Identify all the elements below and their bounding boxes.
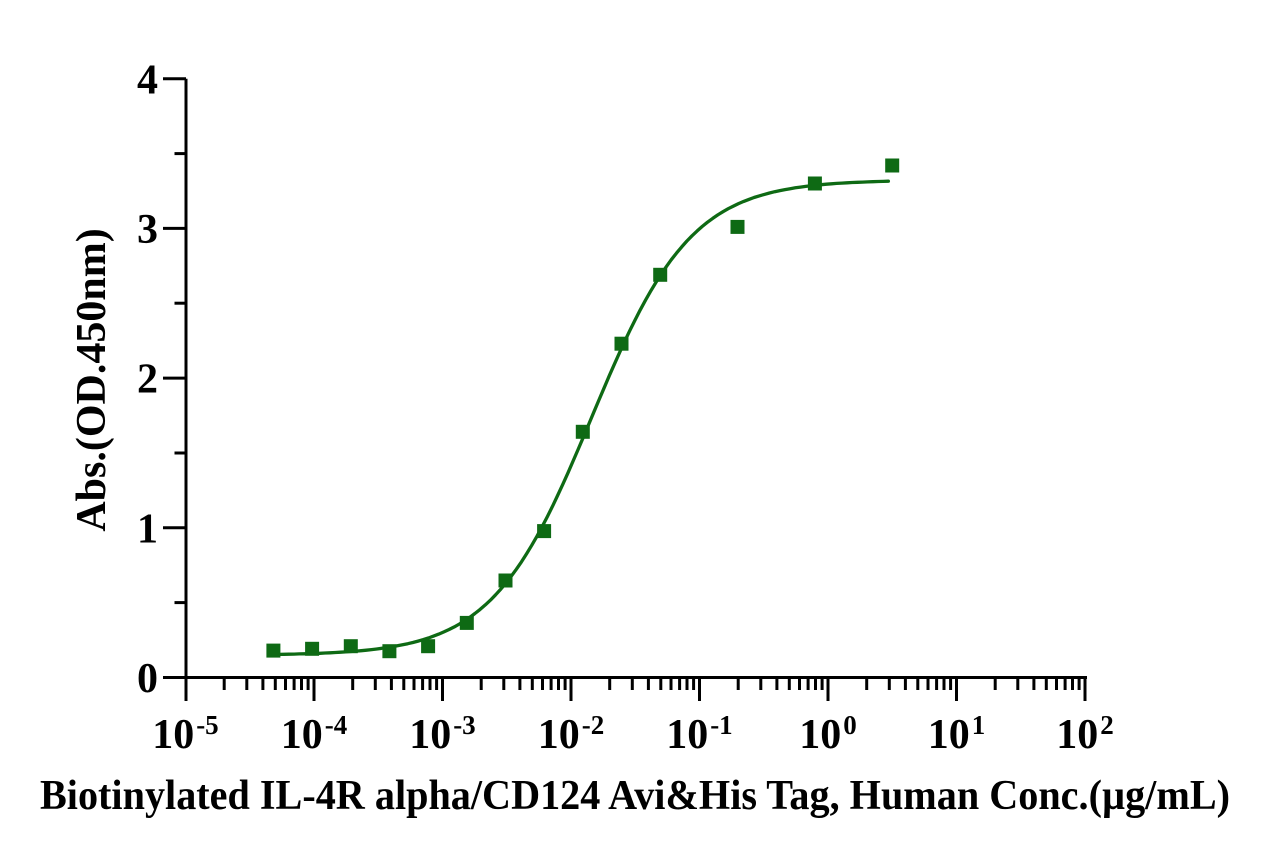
svg-text:1: 1 xyxy=(972,710,986,740)
svg-text:2: 2 xyxy=(1100,710,1114,740)
svg-text:-4: -4 xyxy=(325,710,348,740)
svg-text:2: 2 xyxy=(137,357,158,403)
svg-text:0: 0 xyxy=(137,656,158,702)
svg-text:10: 10 xyxy=(928,712,970,758)
svg-text:1: 1 xyxy=(137,506,158,552)
svg-text:-3: -3 xyxy=(453,710,476,740)
svg-text:3: 3 xyxy=(137,207,158,253)
svg-text:10: 10 xyxy=(799,712,841,758)
svg-text:Biotinylated IL-4R alpha/CD124: Biotinylated IL-4R alpha/CD124 Avi&His T… xyxy=(40,772,1230,819)
svg-text:10: 10 xyxy=(152,712,194,758)
svg-text:10: 10 xyxy=(1056,712,1098,758)
svg-text:10: 10 xyxy=(666,712,708,758)
svg-text:4: 4 xyxy=(137,57,158,103)
svg-text:10: 10 xyxy=(409,712,451,758)
svg-text:-2: -2 xyxy=(582,710,605,740)
svg-text:0: 0 xyxy=(843,710,857,740)
svg-text:-5: -5 xyxy=(196,710,219,740)
svg-text:10: 10 xyxy=(281,712,323,758)
svg-text:Abs.(OD.450nm): Abs.(OD.450nm) xyxy=(69,228,115,531)
svg-text:10: 10 xyxy=(538,712,580,758)
svg-text:-1: -1 xyxy=(710,710,733,740)
